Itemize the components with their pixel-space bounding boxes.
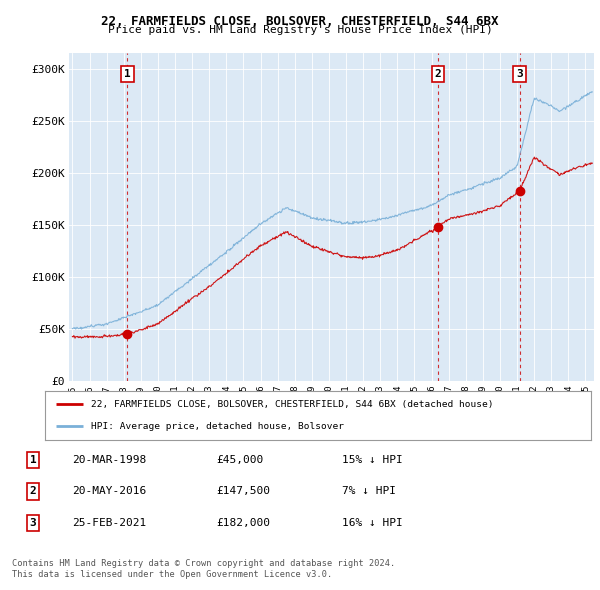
Text: 1: 1 [29,455,37,465]
Text: 15% ↓ HPI: 15% ↓ HPI [342,455,403,465]
Text: 22, FARMFIELDS CLOSE, BOLSOVER, CHESTERFIELD, S44 6BX: 22, FARMFIELDS CLOSE, BOLSOVER, CHESTERF… [101,15,499,28]
Text: 20-MAR-1998: 20-MAR-1998 [72,455,146,465]
Text: £182,000: £182,000 [216,519,270,528]
Text: Price paid vs. HM Land Registry's House Price Index (HPI): Price paid vs. HM Land Registry's House … [107,25,493,35]
Text: 2: 2 [29,487,37,496]
Text: £147,500: £147,500 [216,487,270,496]
Text: 16% ↓ HPI: 16% ↓ HPI [342,519,403,528]
Text: 1: 1 [124,69,131,79]
Text: 3: 3 [29,519,37,528]
Text: 7% ↓ HPI: 7% ↓ HPI [342,487,396,496]
Text: HPI: Average price, detached house, Bolsover: HPI: Average price, detached house, Bols… [91,422,344,431]
Text: 25-FEB-2021: 25-FEB-2021 [72,519,146,528]
Text: Contains HM Land Registry data © Crown copyright and database right 2024.: Contains HM Land Registry data © Crown c… [12,559,395,568]
Text: 2: 2 [434,69,442,79]
Text: £45,000: £45,000 [216,455,263,465]
Text: 20-MAY-2016: 20-MAY-2016 [72,487,146,496]
Text: 22, FARMFIELDS CLOSE, BOLSOVER, CHESTERFIELD, S44 6BX (detached house): 22, FARMFIELDS CLOSE, BOLSOVER, CHESTERF… [91,400,494,409]
Text: This data is licensed under the Open Government Licence v3.0.: This data is licensed under the Open Gov… [12,571,332,579]
Text: 3: 3 [516,69,523,79]
